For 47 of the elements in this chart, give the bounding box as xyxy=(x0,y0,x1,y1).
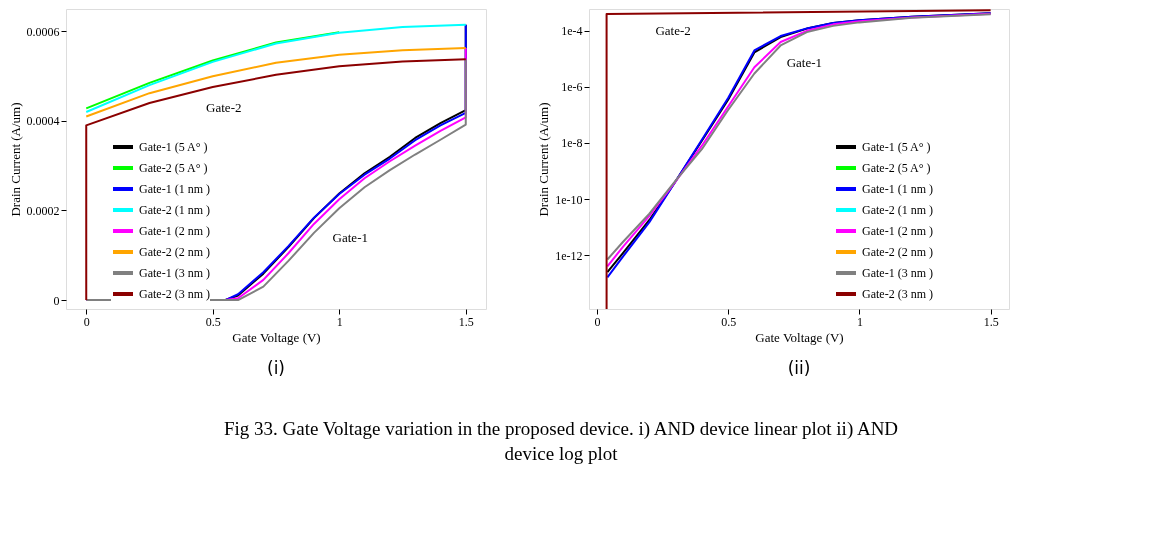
x-tick-label: 0.5 xyxy=(205,314,221,329)
y-tick-label: 0.0006 xyxy=(26,24,60,39)
annotation: Gate-2 xyxy=(206,100,242,116)
legend-label: Gate-1 (2 nm ) xyxy=(862,224,933,238)
x-axis-title: Gate Voltage (V) xyxy=(232,329,321,345)
y-tick-label: 1e-8 xyxy=(561,136,583,151)
line-series xyxy=(85,31,341,110)
legend-label: Gate-2 (3 nm ) xyxy=(862,287,933,301)
line-series xyxy=(85,23,467,113)
y-tick-label: 0.0004 xyxy=(26,114,60,129)
text: (ii) xyxy=(787,358,811,378)
y-axis-title: Drain Current (A/um) xyxy=(536,102,552,217)
legend-label: Gate-1 (1 nm ) xyxy=(862,182,933,196)
x-tick-label: 1.5 xyxy=(983,314,999,329)
legend-label: Gate-2 (5 A° ) xyxy=(862,161,931,175)
annotation: Gate-1 xyxy=(786,55,822,71)
y-tick-label: 1e-4 xyxy=(561,24,583,39)
legend-label: Gate-2 (3 nm ) xyxy=(139,287,210,301)
legend-label: Gate-1 (3 nm ) xyxy=(862,266,933,280)
legend-label: Gate-1 (5 A° ) xyxy=(862,140,931,154)
annotation: Gate-2 xyxy=(655,23,691,39)
caption: Fig 33. Gate Voltage variation in the proposed device. i) AND device linear plot ii) AND device log plot xyxy=(223,418,899,464)
x-tick-label: 0 xyxy=(594,314,601,329)
legend-label: Gate-1 (1 nm ) xyxy=(139,182,210,196)
x-axis-title: Gate Voltage (V) xyxy=(755,329,844,345)
x-tick-label: 0.5 xyxy=(721,314,737,329)
x-tick-label: 1 xyxy=(856,314,863,329)
line-series xyxy=(85,46,467,118)
y-tick-label: 1e-10 xyxy=(555,192,583,207)
legend-label: Gate-2 (1 nm ) xyxy=(862,203,933,217)
x-tick-label: 1.5 xyxy=(458,314,474,329)
legend-label: Gate-2 (2 nm ) xyxy=(862,245,933,259)
legend-label: Gate-1 (5 A° ) xyxy=(139,140,208,154)
y-tick-label: 0.0002 xyxy=(26,203,60,218)
y-axis-title: Drain Current (A/um) xyxy=(7,102,23,217)
annotation: Gate-1 xyxy=(332,230,368,246)
legend-label: Gate-2 (5 A° ) xyxy=(139,161,208,175)
legend-label: Gate-1 (3 nm ) xyxy=(139,266,210,280)
legend-label: Gate-1 (2 nm ) xyxy=(139,224,210,238)
legend-label: Gate-2 (2 nm ) xyxy=(139,245,210,259)
text: (i) xyxy=(267,358,285,378)
legend-label: Gate-2 (1 nm ) xyxy=(139,203,210,217)
y-tick-label: 0 xyxy=(53,293,60,308)
y-tick-label: 1e-12 xyxy=(555,248,583,263)
x-tick-label: 0 xyxy=(83,314,90,329)
y-tick-label: 1e-6 xyxy=(561,80,583,95)
x-tick-label: 1 xyxy=(336,314,343,329)
